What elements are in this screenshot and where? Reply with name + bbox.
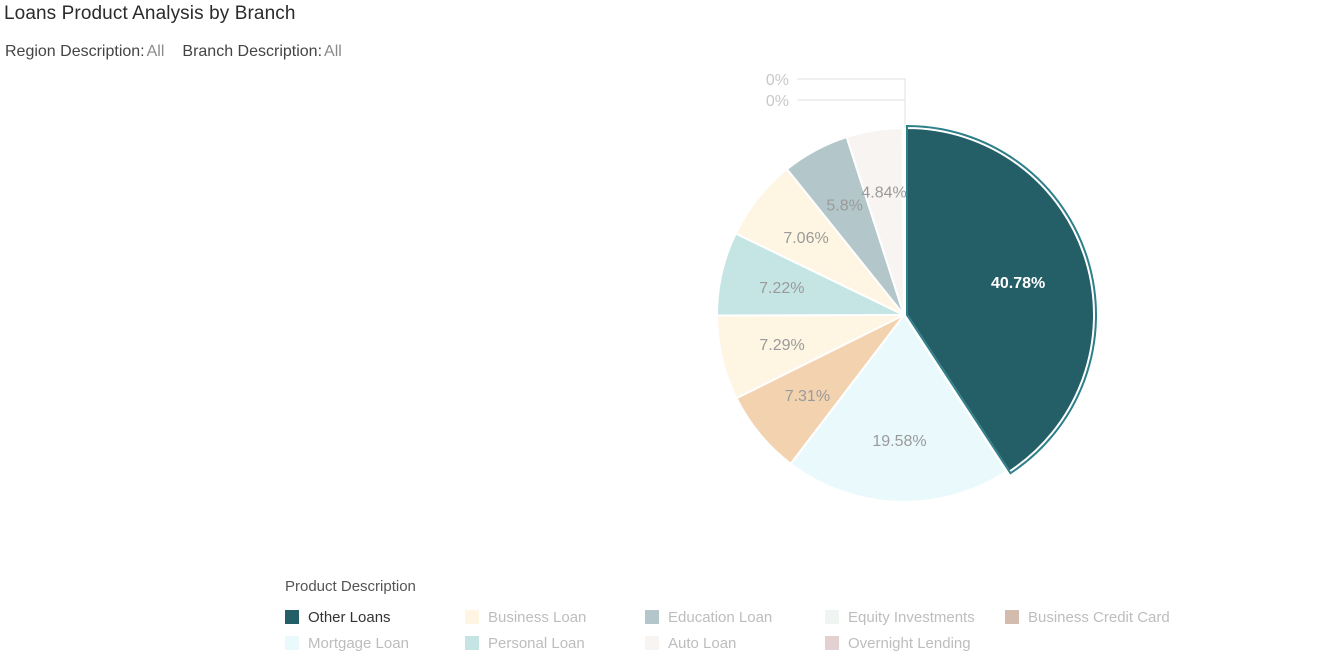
slice-label: 19.58% bbox=[872, 433, 926, 450]
legend-item[interactable]: Other Loans bbox=[285, 607, 465, 627]
legend-item[interactable]: Personal Loan bbox=[465, 633, 645, 653]
branch-filter[interactable]: Branch Description: All bbox=[182, 43, 341, 61]
legend-swatch-icon bbox=[645, 610, 659, 624]
legend-label: Equity Investments bbox=[848, 608, 975, 626]
legend-label: Education Loan bbox=[668, 608, 773, 626]
filter-bar: Region Description: All Branch Descriptio… bbox=[5, 43, 342, 61]
slice-label: 7.31% bbox=[785, 388, 830, 405]
legend-swatch-icon bbox=[645, 636, 659, 650]
legend-items: Other Loans Business Loan Education Loan Eq… bbox=[285, 607, 1185, 653]
branch-filter-label: Branch Description: bbox=[182, 43, 323, 60]
legend-item[interactable]: Auto Loan bbox=[645, 633, 825, 653]
region-filter-label: Region Description: bbox=[5, 43, 145, 60]
leader-line bbox=[797, 78, 906, 128]
legend-item[interactable]: Business Credit Card bbox=[1005, 607, 1185, 627]
branch-filter-value: All bbox=[324, 43, 342, 60]
legend-item[interactable]: Business Loan bbox=[465, 607, 645, 627]
legend-label: Business Loan bbox=[488, 608, 587, 626]
legend-label: Overnight Lending bbox=[848, 634, 971, 652]
pie-slice[interactable] bbox=[845, 126, 905, 316]
slice-label: 7.29% bbox=[759, 337, 804, 354]
leader-line bbox=[797, 99, 906, 128]
legend-item[interactable]: Education Loan bbox=[645, 607, 825, 627]
outer-slice-label: 0% bbox=[766, 93, 789, 110]
legend-swatch-icon bbox=[285, 636, 299, 650]
legend-label: Auto Loan bbox=[668, 634, 737, 652]
legend: Product Description Other Loans Business … bbox=[285, 578, 1185, 653]
legend-swatch-icon bbox=[825, 610, 839, 624]
legend-swatch-icon bbox=[1005, 610, 1019, 624]
legend-label: Mortgage Loan bbox=[308, 634, 409, 652]
legend-title: Product Description bbox=[285, 578, 416, 595]
legend-label: Personal Loan bbox=[488, 634, 585, 652]
slice-label: 7.06% bbox=[783, 230, 828, 247]
slice-label: 5.8% bbox=[826, 198, 862, 215]
slice-label: 40.78% bbox=[991, 275, 1045, 292]
selected-slice-outline bbox=[906, 124, 1097, 475]
legend-label: Business Credit Card bbox=[1028, 608, 1170, 626]
legend-swatch-icon bbox=[825, 636, 839, 650]
legend-swatch-icon bbox=[465, 610, 479, 624]
legend-swatch-icon bbox=[285, 610, 299, 624]
legend-label: Other Loans bbox=[308, 608, 391, 626]
slice-label: 7.22% bbox=[759, 280, 804, 297]
pie-slice[interactable] bbox=[789, 313, 1008, 503]
legend-item[interactable]: Mortgage Loan bbox=[285, 633, 465, 653]
legend-item[interactable]: Overnight Lending bbox=[825, 633, 1005, 653]
region-filter-value: All bbox=[146, 43, 165, 60]
page-title: Loans Product Analysis by Branch bbox=[4, 3, 296, 24]
outer-slice-label: 0% bbox=[766, 72, 789, 89]
legend-item[interactable]: Equity Investments bbox=[825, 607, 1005, 627]
legend-swatch-icon bbox=[465, 636, 479, 650]
region-filter[interactable]: Region Description: All bbox=[5, 43, 164, 61]
slice-label: 4.84% bbox=[861, 184, 906, 201]
